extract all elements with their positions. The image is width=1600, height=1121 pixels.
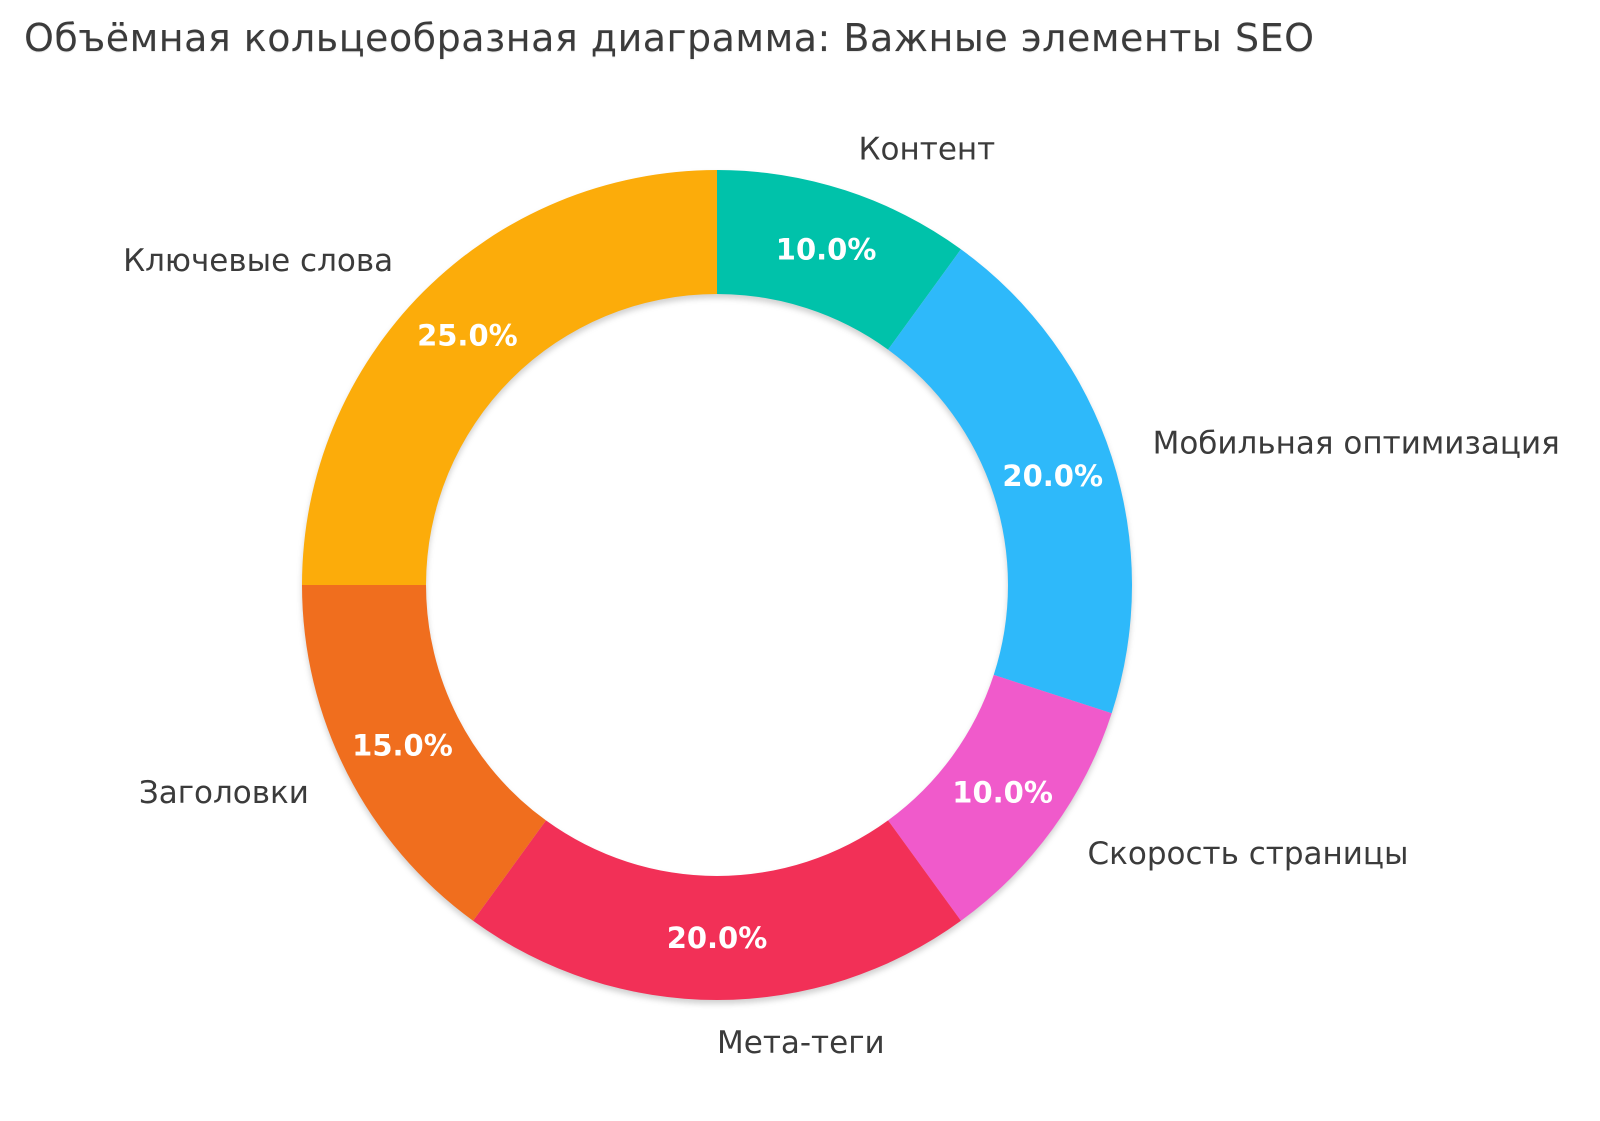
donut-slice-5[interactable]	[302, 585, 546, 921]
slice-category-label: Скорость страницы	[1088, 836, 1409, 872]
donut-slice-1[interactable]	[717, 170, 961, 350]
slice-percent-label: 10.0%	[776, 232, 877, 266]
chart-title: Объёмная кольцеобразная диаграмма: Важны…	[24, 16, 1315, 60]
slice-percent-label: 15.0%	[352, 728, 453, 762]
donut-slice-2[interactable]	[888, 249, 1132, 714]
donut-slice-6[interactable]	[302, 170, 717, 585]
slice-category-label: Мета-теги	[717, 1025, 885, 1061]
slice-percent-label: 10.0%	[952, 775, 1053, 809]
category-labels-group: Контент Мобильная оптимизация Скорость стр…	[123, 131, 1560, 1061]
slice-percent-label: 20.0%	[1002, 459, 1103, 493]
slice-percent-label: 25.0%	[417, 318, 518, 352]
slice-category-label: Контент	[859, 131, 996, 167]
percent-labels-group: 10.0% 20.0% 10.0% 20.0% 15.0% 25.0%	[352, 232, 1103, 955]
slice-percent-label: 20.0%	[667, 921, 768, 955]
slice-category-label: Заголовки	[139, 775, 309, 811]
slice-category-label: Мобильная оптимизация	[1153, 425, 1560, 461]
donut-slice-3[interactable]	[888, 674, 1112, 921]
donut-slices-group	[302, 170, 1132, 1001]
slice-category-label: Ключевые слова	[123, 243, 393, 279]
donut-slice-4[interactable]	[473, 820, 961, 1001]
